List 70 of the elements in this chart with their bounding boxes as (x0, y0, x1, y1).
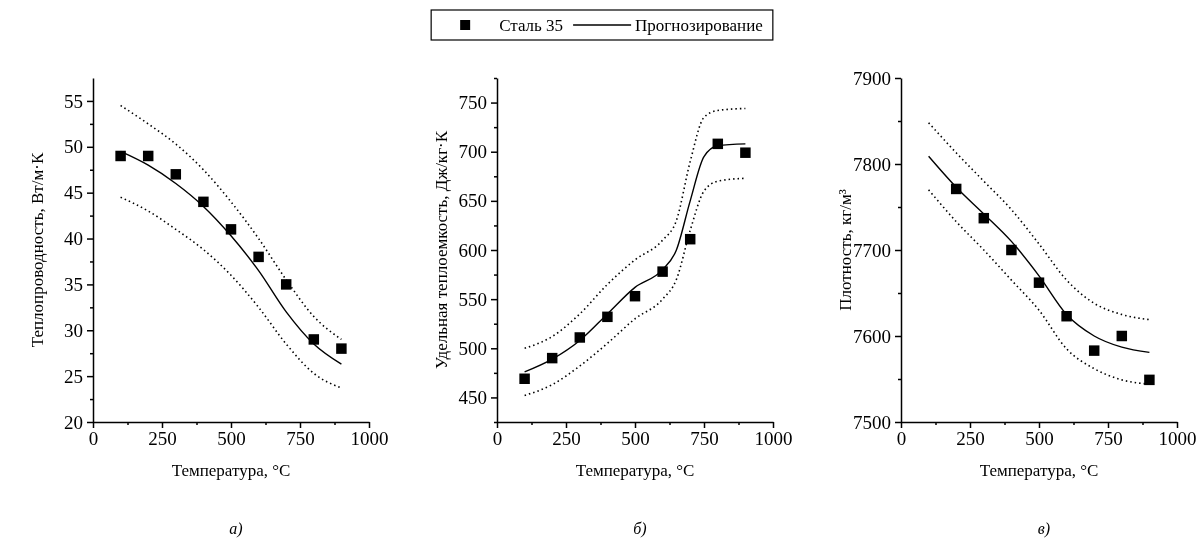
point (1088, 345, 1100, 356)
y-tick-label: 650 (458, 190, 487, 212)
x-tick-label: 0 (492, 428, 503, 450)
point (253, 251, 264, 263)
x-tick-label: 1000 (350, 428, 389, 450)
line-series (927, 155, 1151, 354)
point (198, 196, 209, 208)
line-series (523, 107, 747, 350)
point (280, 279, 292, 290)
y-tick-label: 25 (64, 365, 83, 387)
y-tick-label: 7500 (853, 411, 891, 433)
x-tick-label: 500 (621, 428, 650, 450)
point (115, 150, 126, 162)
x-tick-label: 500 (1025, 428, 1054, 450)
line-series (119, 196, 343, 389)
y-tick-label: 35 (64, 273, 83, 295)
x-tick-label: 250 (956, 428, 985, 450)
y-tick-label: 45 (64, 182, 83, 204)
x-axis-title: Температура, °С (575, 461, 695, 480)
x-tick-label: 500 (217, 428, 246, 450)
y-tick-label: 700 (458, 141, 487, 163)
y-tick-label: 30 (64, 319, 83, 341)
point (142, 150, 154, 162)
point (308, 334, 320, 345)
y-tick-label: 7800 (853, 153, 891, 175)
y-tick-label: 50 (64, 136, 83, 158)
x-tick-label: 250 (148, 428, 177, 450)
point (1144, 374, 1155, 386)
x-tick-label: 750 (1094, 428, 1123, 450)
point (1033, 277, 1045, 288)
y-tick-label: 7900 (853, 67, 891, 89)
x-axis-title: Температура, °С (979, 461, 1099, 480)
y-axis-title: Теплопроводность, Вт/м·К (28, 152, 47, 348)
line-series (927, 121, 1151, 321)
x-tick-label: 750 (286, 428, 315, 450)
point (519, 373, 530, 384)
y-tick-label: 550 (458, 288, 487, 310)
x-tick-label: 0 (896, 428, 907, 450)
x-tick-label: 750 (690, 428, 719, 450)
x-tick-label: 250 (552, 428, 581, 450)
x-tick-label: 1000 (1158, 428, 1197, 450)
point (740, 147, 751, 158)
y-tick-label: 750 (458, 92, 487, 114)
point (629, 290, 641, 302)
legend-label: Сталь 35 (499, 16, 564, 35)
text: в) (1037, 520, 1051, 538)
y-axis-title: Удельная теплоемкость, Дж/кг·К (432, 130, 451, 370)
point (170, 169, 182, 180)
y-tick-label: 500 (458, 337, 487, 359)
point (657, 266, 668, 277)
text: а) (229, 520, 243, 538)
x-axis-title: Температура, °С (171, 461, 291, 480)
legend-label: Прогнозирование (635, 16, 763, 35)
y-tick-label: 20 (64, 411, 83, 433)
text: б) (633, 520, 647, 538)
y-tick-label: 40 (64, 228, 83, 250)
y-tick-label: 55 (64, 90, 83, 112)
point (225, 224, 237, 235)
point (336, 343, 347, 354)
line-series (523, 177, 747, 397)
point (1116, 330, 1128, 342)
x-tick-label: 1000 (754, 428, 793, 450)
y-tick-label: 7600 (853, 325, 891, 347)
x-tick-label: 0 (88, 428, 99, 450)
y-tick-label: 7700 (853, 239, 891, 261)
line-series (119, 104, 343, 341)
y-axis-title: Плотность, кг/м³ (836, 189, 855, 311)
y-tick-label: 450 (458, 387, 487, 409)
y-tick-label: 600 (458, 239, 487, 261)
point (1006, 244, 1017, 256)
